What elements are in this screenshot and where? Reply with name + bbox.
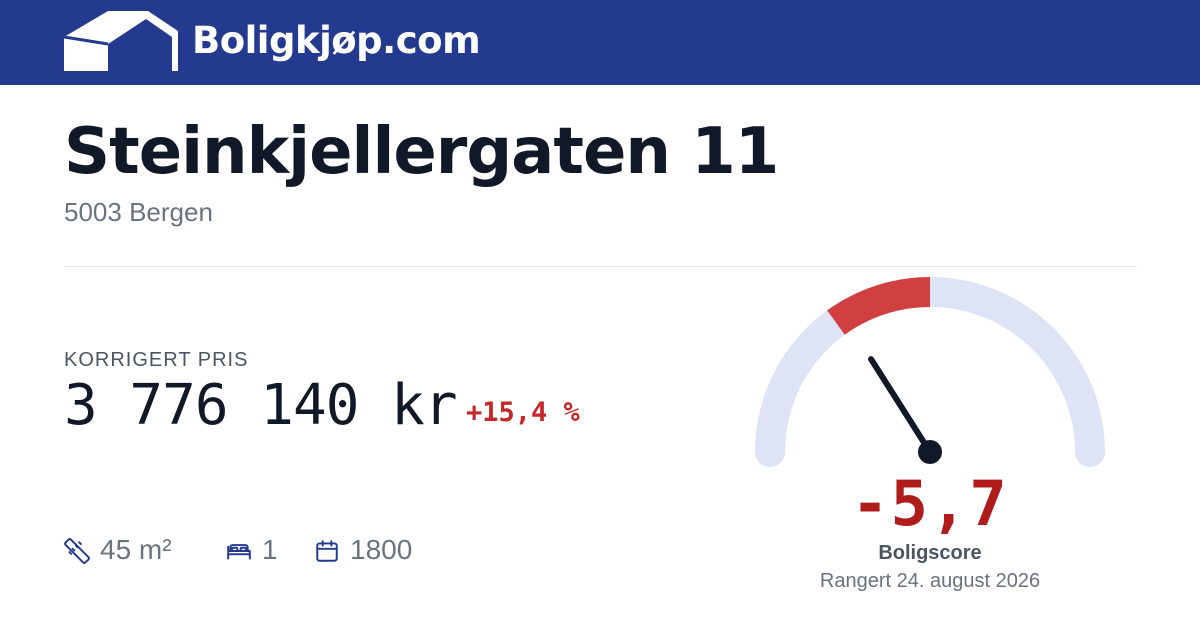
ranking-date: Rangert 24. august 2026 xyxy=(819,570,1041,592)
house-icon xyxy=(64,11,178,71)
ruler-icon xyxy=(64,538,90,564)
gauge-red-band xyxy=(827,277,931,335)
calendar-icon xyxy=(316,540,338,562)
gauge-track xyxy=(755,277,1105,467)
brand-name: Boligkjøp.com xyxy=(192,19,481,62)
listing-location: 5003 Bergen xyxy=(64,197,213,227)
boligscore-label: Boligscore xyxy=(878,542,982,564)
section-divider xyxy=(64,266,1137,267)
bed-icon xyxy=(227,544,251,560)
boligscore-value: -5,7 xyxy=(851,467,1009,540)
site-header: Boligkjøp.com xyxy=(0,0,1200,85)
gauge-needle-hub xyxy=(918,440,942,464)
score-gauge xyxy=(755,277,1105,467)
price-label: KORRIGERT PRIS xyxy=(64,349,249,371)
listing-title: Steinkjellergaten 11 xyxy=(64,115,779,189)
price-change-badge: +15,4 % xyxy=(466,397,580,428)
stat-built-year-value: 1800 xyxy=(350,534,413,565)
stat-bedrooms-value: 1 xyxy=(262,534,278,565)
price-value: 3 776 140 kr xyxy=(64,373,458,438)
stat-area-value: 45 m² xyxy=(100,534,172,565)
gauge-needle xyxy=(868,356,933,455)
